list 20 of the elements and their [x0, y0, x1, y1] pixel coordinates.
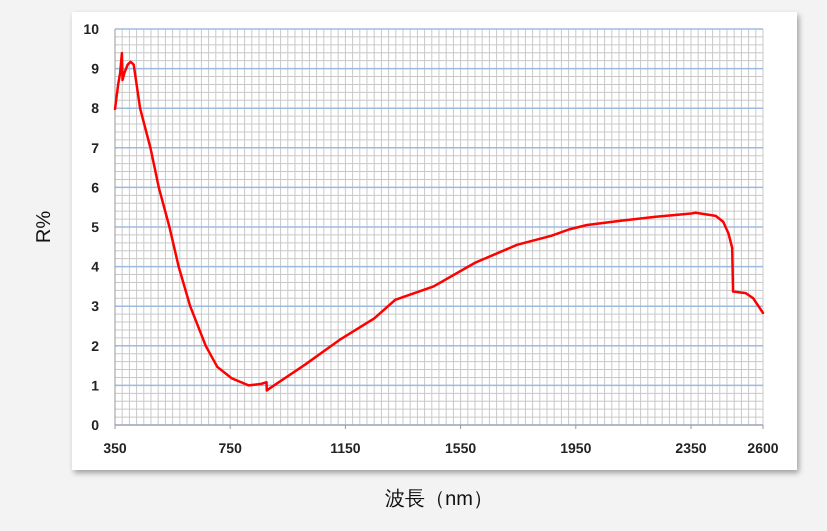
y-tick-label: 6 [91, 179, 100, 196]
x-tick-label: 350 [103, 440, 127, 456]
x-tick-label: 1150 [330, 440, 361, 456]
x-tick-label: 750 [218, 440, 242, 456]
y-tick-label: 3 [91, 298, 100, 314]
x-tick-label: 2600 [747, 440, 779, 456]
y-tick-label: 10 [83, 21, 100, 37]
y-tick-label: 7 [91, 140, 100, 156]
x-tick-label: 1550 [445, 440, 476, 456]
y-tick-label: 1 [91, 377, 100, 394]
y-axis-title: R% [33, 210, 55, 244]
x-tick-label: 1950 [560, 440, 592, 456]
y-tick-label: 0 [91, 417, 100, 433]
x-tick-label: 2350 [675, 440, 707, 456]
y-tick-label: 4 [91, 258, 100, 275]
y-tick-label: 8 [91, 100, 100, 116]
y-tick-label: 2 [91, 338, 100, 354]
x-axis-title: 波長（nm） [385, 488, 493, 510]
y-tick-label: 5 [91, 219, 100, 235]
y-tick-label: 9 [91, 60, 100, 77]
